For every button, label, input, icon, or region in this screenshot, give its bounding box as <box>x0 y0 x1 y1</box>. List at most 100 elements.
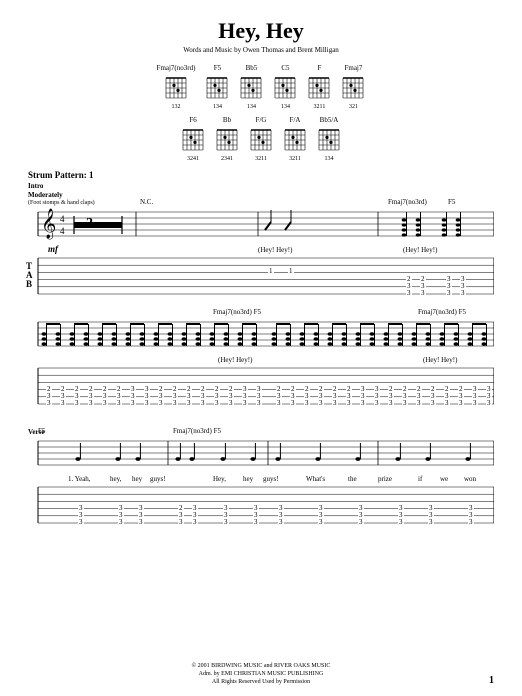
tab-fret-number: 3 <box>472 400 478 407</box>
tab-fret-number: 3 <box>388 400 394 407</box>
copyright-line: All Rights Reserved Used by Permission <box>0 678 522 686</box>
chord-fingering: 134 <box>213 104 222 110</box>
tab-fret-number: 3 <box>78 519 84 526</box>
verse-label: Verse <box>28 428 494 436</box>
tab-fret-number: 3 <box>304 400 310 407</box>
intro-label: Intro <box>28 182 494 190</box>
tab-fret-number: 3 <box>144 400 150 407</box>
tab-fret-number: 3 <box>460 290 466 297</box>
chord-fingering: 3211 <box>255 156 267 162</box>
chord-name: F/A <box>290 116 301 124</box>
chord-annot-f5: F5 <box>38 427 45 435</box>
lyric-word: 1. Yeah, <box>68 475 91 483</box>
chord-name: Bb5/A <box>320 116 339 124</box>
lyric-word: we <box>440 475 448 483</box>
tab-fret-number: 3 <box>486 400 492 407</box>
chord-diagram: F/A 3211 <box>283 116 307 162</box>
tab-fret-number: 3 <box>214 400 220 407</box>
tab-fret-number: 3 <box>430 400 436 407</box>
page-number: 1 <box>489 675 494 686</box>
lyric-row-verse: 1. Yeah,hey,heyguys!Hey,heyguys!What'sth… <box>28 475 494 485</box>
tab-fret-number: 1 <box>288 268 294 275</box>
chord-name: Fmaj7 <box>344 64 362 72</box>
tab-fret-number: 3 <box>278 519 284 526</box>
tab-fret-number: 3 <box>60 400 66 407</box>
tab-fret-number: 3 <box>223 519 229 526</box>
chord-name: F/G <box>256 116 267 124</box>
system-2: Fmaj7(no3rd) F5 Fmaj7(no3rd) F5 (Hey! He… <box>28 318 494 406</box>
chord-fingering: 321 <box>349 104 358 110</box>
tab-fret-number: 3 <box>158 400 164 407</box>
tab-fret-number: 3 <box>118 519 124 526</box>
notation-staff <box>28 318 494 352</box>
tab-fret-number: 3 <box>116 400 122 407</box>
chord-fingering: 3211 <box>314 104 326 110</box>
chord-grid-icon <box>181 125 205 155</box>
lyric-row-2: (Hey! Hey!) (Hey! Hey!) <box>28 356 494 366</box>
tab-letter-b: B <box>26 280 32 288</box>
tab-fret-number: 3 <box>290 400 296 407</box>
lyric-hey: (Hey! Hey!) <box>403 246 437 254</box>
tab-fret-number: 3 <box>172 400 178 407</box>
lyric-word: hey <box>132 475 142 483</box>
tab-staff: 333333333233333333333333333333333333333 <box>28 485 494 525</box>
tab-staff: 2332332332332332333333332332332332332332… <box>28 366 494 406</box>
chord-diagram: C5 134 <box>273 64 297 110</box>
tab-fret-number: 3 <box>318 400 324 407</box>
chord-name: Bb5 <box>246 64 258 72</box>
tab-fret-number: 3 <box>46 400 52 407</box>
tab-fret-number: 3 <box>346 400 352 407</box>
notation-staff: 𝄞44 mf 2 <box>28 208 494 242</box>
tab-fret-number: 3 <box>102 400 108 407</box>
lyric-word: Hey, <box>213 475 226 483</box>
chord-name: Bb <box>223 116 231 124</box>
tab-fret-number: 3 <box>458 400 464 407</box>
tab-fret-number: 3 <box>420 290 426 297</box>
tab-letter-a: A <box>26 271 33 279</box>
strum-pattern-label: Strum Pattern: 1 <box>28 170 494 180</box>
chord-name: C5 <box>281 64 289 72</box>
tab-fret-number: 3 <box>228 400 234 407</box>
chord-fingering: 3211 <box>289 156 301 162</box>
chord-diagram: Bb5 134 <box>239 64 263 110</box>
chord-annot-fmaj7: Fmaj7(no3rd) <box>388 198 427 206</box>
tab-staff: T A B 11233233333333 <box>28 256 494 296</box>
lyric-hey: (Hey! Hey!) <box>218 356 252 364</box>
chord-fingering: 134 <box>247 104 256 110</box>
tab-fret-number: 3 <box>358 519 364 526</box>
lyric-hey: (Hey! Hey!) <box>258 246 292 254</box>
chord-name: Fmaj7(no3rd) <box>157 64 196 72</box>
tab-fret-number: 3 <box>402 400 408 407</box>
chord-fingering: 134 <box>325 156 334 162</box>
chord-grid-icon <box>307 73 331 103</box>
tab-fret-number: 3 <box>74 400 80 407</box>
lyric-word: guys! <box>263 475 279 483</box>
tab-fret-number: 3 <box>192 519 198 526</box>
lyric-word: won <box>464 475 476 483</box>
tab-fret-number: 3 <box>360 400 366 407</box>
chord-annot: Fmaj7(no3rd) F5 <box>213 308 261 316</box>
nc-annot: N.C. <box>140 198 153 206</box>
system-1: N.C. Fmaj7(no3rd) F5 𝄞44 mf 2 (Hey! Hey!… <box>28 208 494 296</box>
lyric-word: prize <box>378 475 392 483</box>
tab-fret-number: 3 <box>446 290 452 297</box>
lyric-word: hey, <box>110 475 121 483</box>
chord-grid-icon <box>273 73 297 103</box>
chord-grid-icon <box>283 125 307 155</box>
tab-fret-number: 3 <box>332 400 338 407</box>
chord-fingering: 134 <box>281 104 290 110</box>
tab-fret-number: 3 <box>88 400 94 407</box>
chord-diagram: F 3211 <box>307 64 331 110</box>
chord-grid-icon <box>249 125 273 155</box>
chord-name: F5 <box>214 64 221 72</box>
chord-diagram-section: Fmaj7(no3rd) 132F5 134Bb5 134C5 134F <box>28 64 494 162</box>
tab-fret-number: 3 <box>276 400 282 407</box>
chord-grid-icon <box>317 125 341 155</box>
chord-diagram: Fmaj7(no3rd) 132 <box>157 64 196 110</box>
chord-diagram: F6 3241 <box>181 116 205 162</box>
chord-name: F6 <box>189 116 196 124</box>
chord-diagram: Fmaj7 321 <box>341 64 365 110</box>
chord-fingering: 2341 <box>221 156 233 162</box>
chord-grid-icon <box>205 73 229 103</box>
tab-fret-number: 1 <box>268 268 274 275</box>
